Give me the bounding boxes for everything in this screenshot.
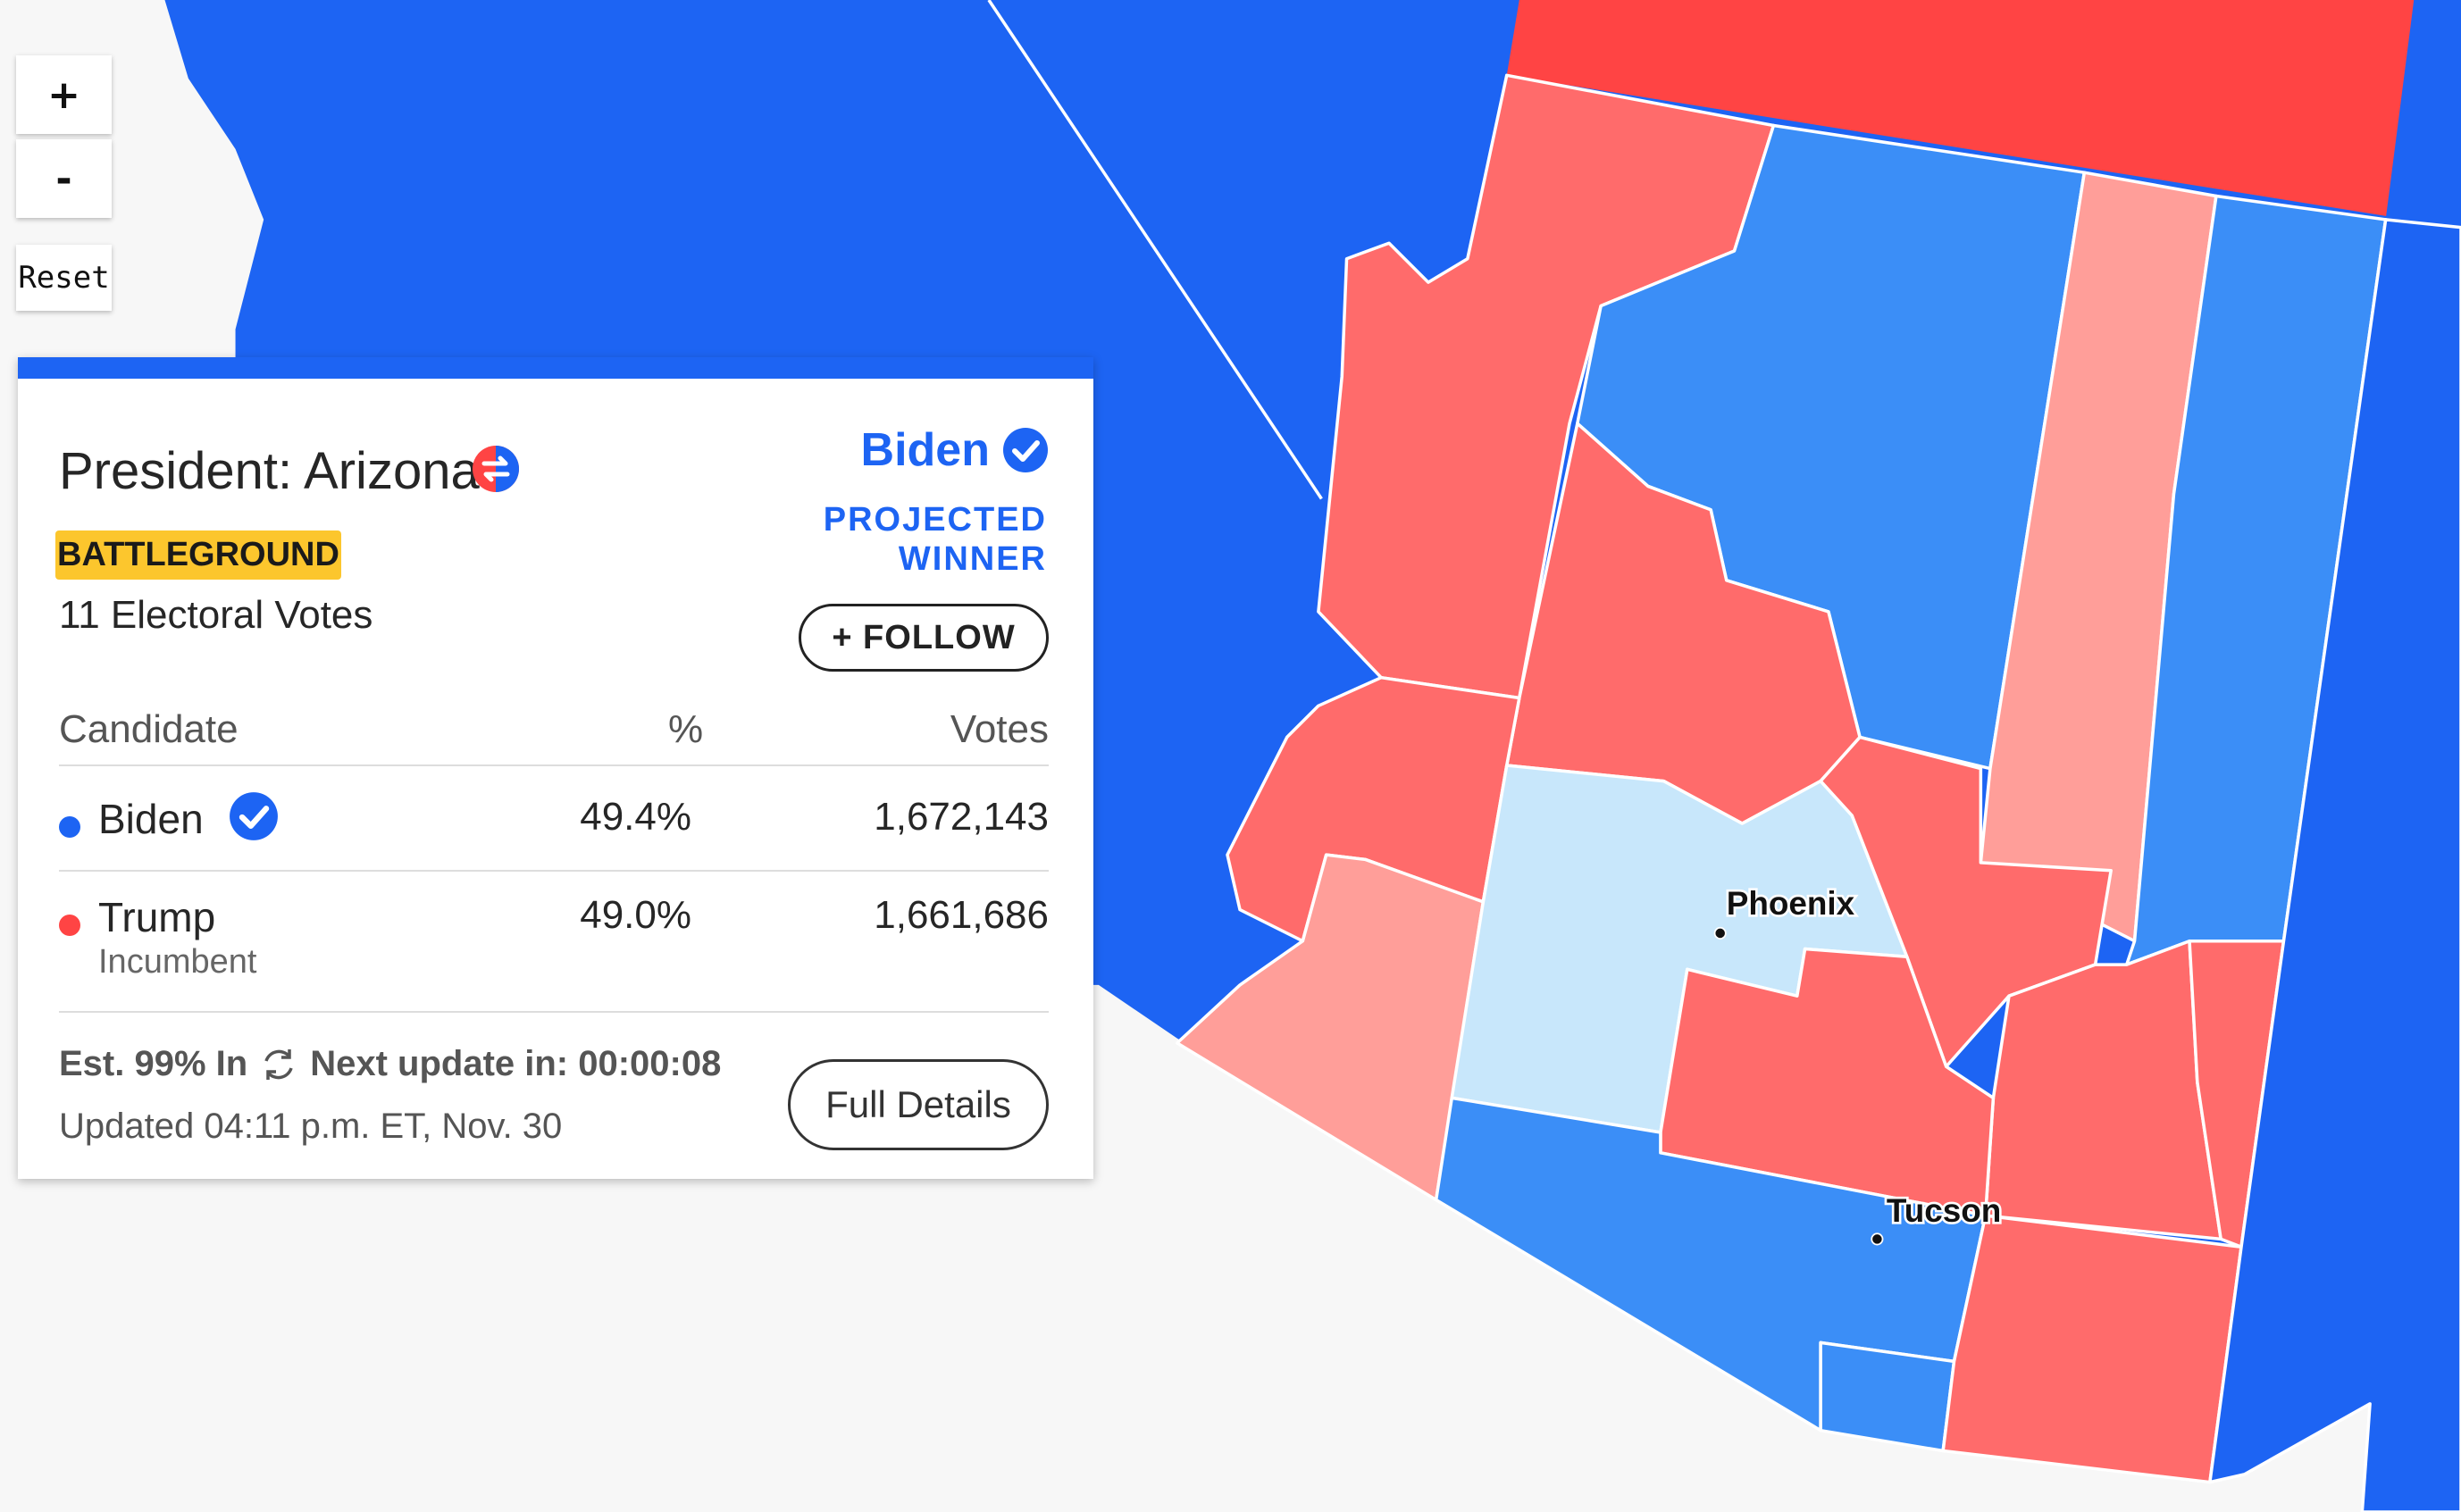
- county-santa-cruz[interactable]: [1819, 1341, 1956, 1453]
- county-greenlee[interactable]: [2188, 939, 2286, 1249]
- utah-region[interactable]: [1506, 0, 2415, 217]
- candidate-name: Biden: [98, 796, 204, 842]
- projected-winner-label: PROJECTED WINNER: [823, 501, 1047, 578]
- table-divider: [59, 1011, 1049, 1013]
- city-dot-phoenix: [1713, 926, 1727, 940]
- city-dot-tucson: [1871, 1232, 1884, 1246]
- winner-name: Biden: [860, 424, 990, 476]
- county-cochise[interactable]: [1941, 1214, 2243, 1484]
- next-update: Next update in: 00:00:08: [310, 1044, 722, 1083]
- candidate-percent: 49.4%: [580, 795, 691, 839]
- full-details-button[interactable]: Full Details: [788, 1059, 1049, 1150]
- check-circle-icon: [230, 792, 278, 840]
- last-updated: Updated 04:11 p.m. ET, Nov. 30: [59, 1107, 563, 1146]
- refresh-icon: [264, 1048, 293, 1080]
- city-label-phoenix: Phoenix: [1727, 885, 1855, 922]
- check-circle-icon: [1003, 428, 1048, 472]
- candidate-votes: 1,672,143: [874, 795, 1049, 839]
- candidate-percent: 49.0%: [580, 893, 691, 937]
- zoom-out-button[interactable]: -: [16, 139, 112, 218]
- reset-button[interactable]: Reset: [16, 245, 112, 311]
- header-percent: %: [668, 707, 704, 751]
- header-votes: Votes: [950, 707, 1049, 751]
- projected-winner: Biden: [861, 423, 1049, 477]
- state-border-line: [987, 0, 1323, 500]
- city-label-tucson: Tucson: [1887, 1192, 2001, 1229]
- reporting-status: Est. 99% In Next update in: 00:00:08: [59, 1044, 721, 1084]
- zoom-in-button[interactable]: +: [16, 55, 112, 134]
- follow-button[interactable]: + FOLLOW: [799, 604, 1049, 672]
- electoral-votes: 11 Electoral Votes: [59, 593, 373, 637]
- candidate-votes: 1,661,686: [874, 893, 1049, 937]
- candidate-dot: [59, 816, 80, 838]
- candidate-dot: [59, 915, 80, 936]
- candidate-name: Trump: [98, 894, 216, 940]
- colorado-sliver[interactable]: [2385, 0, 2461, 228]
- county-yuma[interactable]: [1176, 853, 1486, 1202]
- header-candidate: Candidate: [59, 707, 239, 751]
- candidate-subtitle: Incumbent: [98, 943, 257, 981]
- estimate-in: Est. 99% In: [59, 1044, 248, 1083]
- flip-arrows-icon: [473, 446, 519, 492]
- battleground-badge: BATTLEGROUND: [55, 530, 341, 580]
- race-result-card: President: Arizona BATTLEGROUND 11 Elect…: [18, 357, 1093, 1179]
- table-divider: [59, 870, 1049, 872]
- race-title: President: Arizona: [59, 442, 480, 500]
- new-mexico-region[interactable]: [2208, 218, 2461, 1512]
- table-divider: [59, 764, 1049, 766]
